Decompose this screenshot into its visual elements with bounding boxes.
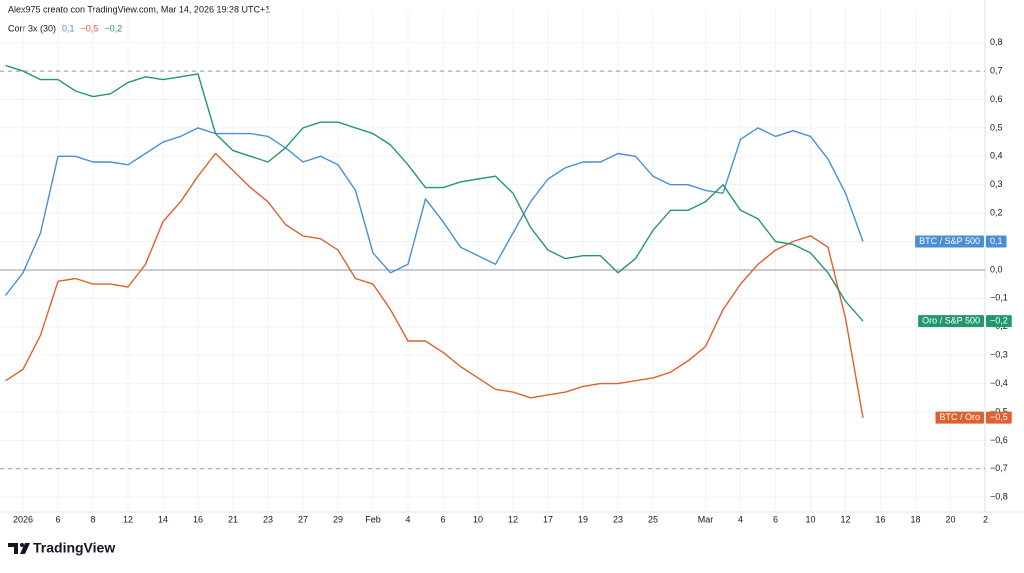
y-tick-label: 0,4: [990, 151, 1003, 161]
x-tick-label: 14: [158, 514, 168, 524]
x-tick-label: 6: [440, 514, 445, 524]
y-tick-label: −0,7: [990, 463, 1008, 473]
legend-value: 0,1: [62, 23, 75, 33]
price-badge: 0,1 BTC / S&P 500: [915, 235, 1007, 248]
x-tick-label: 2: [983, 514, 988, 524]
badge-name: BTC / Oro: [939, 412, 980, 422]
x-tick-label: 29: [333, 514, 343, 524]
series-line: [4, 127, 864, 296]
series-line: [5, 152, 864, 418]
y-tick-label: 0,6: [990, 94, 1003, 104]
x-tick-label: 10: [805, 514, 815, 524]
x-tick-label: 4: [405, 514, 410, 524]
x-tick-label: Mar: [698, 514, 714, 524]
badge-name-bg: [918, 315, 984, 328]
y-tick-label: −0,3: [990, 350, 1008, 360]
x-tick-label: 19: [578, 514, 588, 524]
badge-name-bg: [935, 411, 984, 424]
x-tick-label: 6: [773, 514, 778, 524]
badge-name: Oro / S&P 500: [922, 315, 980, 325]
x-tick-label: 12: [123, 514, 133, 524]
x-tick-label: 4: [738, 514, 743, 524]
y-tick-label: 0,5: [990, 122, 1003, 132]
badge-name-bg: [915, 235, 984, 248]
badge-value-bg: [986, 411, 1012, 424]
y-tick-label: −0,4: [990, 378, 1008, 388]
plot-background: [0, 10, 986, 510]
x-tick-label: 2026: [13, 514, 33, 524]
indicator-name: Corr 3x (30): [8, 23, 56, 33]
legend-value: −0,5: [81, 23, 99, 33]
x-tick-label: 12: [840, 514, 850, 524]
price-badge: −0,5 BTC / Oro: [935, 411, 1012, 424]
x-tick-label: 23: [613, 514, 623, 524]
x-tick-label: 6: [55, 514, 60, 524]
series-line: [5, 64, 864, 322]
x-tick-label: 27: [298, 514, 308, 524]
y-tick-label: 0,3: [990, 179, 1003, 189]
x-tick-label: 21: [228, 514, 238, 524]
header: Alex975 creato con TradingView.com, Mar …: [8, 4, 270, 14]
logo-dot: [20, 543, 24, 547]
badge-value-bg: [986, 235, 1007, 248]
y-tick-label: 0,0: [990, 264, 1003, 274]
x-tick-label: 16: [193, 514, 203, 524]
badge-value: −0,5: [990, 412, 1008, 422]
legend-value: −0,2: [104, 23, 122, 33]
y-tick-label: 0,7: [990, 65, 1003, 75]
y-tick-label: 0,2: [990, 208, 1003, 218]
logo-icon: [8, 543, 30, 554]
x-tick-label: 10: [473, 514, 483, 524]
x-tick-label: 12: [508, 514, 518, 524]
logo: TradingView: [8, 540, 115, 556]
x-tick-label: 20: [945, 514, 955, 524]
badge-name: BTC / S&P 500: [919, 236, 980, 246]
badge-value-bg: [986, 315, 1012, 328]
x-tick-label: 18: [910, 514, 920, 524]
badge-value: −0,2: [990, 315, 1008, 325]
price-badge: −0,2 Oro / S&P 500: [918, 315, 1012, 328]
y-tick-label: −0,1: [990, 293, 1008, 303]
x-tick-label: 16: [875, 514, 885, 524]
x-tick-label: Feb: [365, 514, 381, 524]
y-tick-label: −0,5: [990, 406, 1008, 416]
y-tick-label: −0,8: [990, 492, 1008, 502]
logo-text: TradingView: [33, 540, 115, 556]
x-tick-label: 25: [648, 514, 658, 524]
y-tick-label: −0,6: [990, 435, 1008, 445]
badge-value: 0,1: [990, 236, 1003, 246]
x-tick-label: 17: [543, 514, 553, 524]
x-tick-label: 23: [263, 514, 273, 524]
x-tick-label: 8: [90, 514, 95, 524]
y-tick-label: 0,8: [990, 37, 1003, 47]
